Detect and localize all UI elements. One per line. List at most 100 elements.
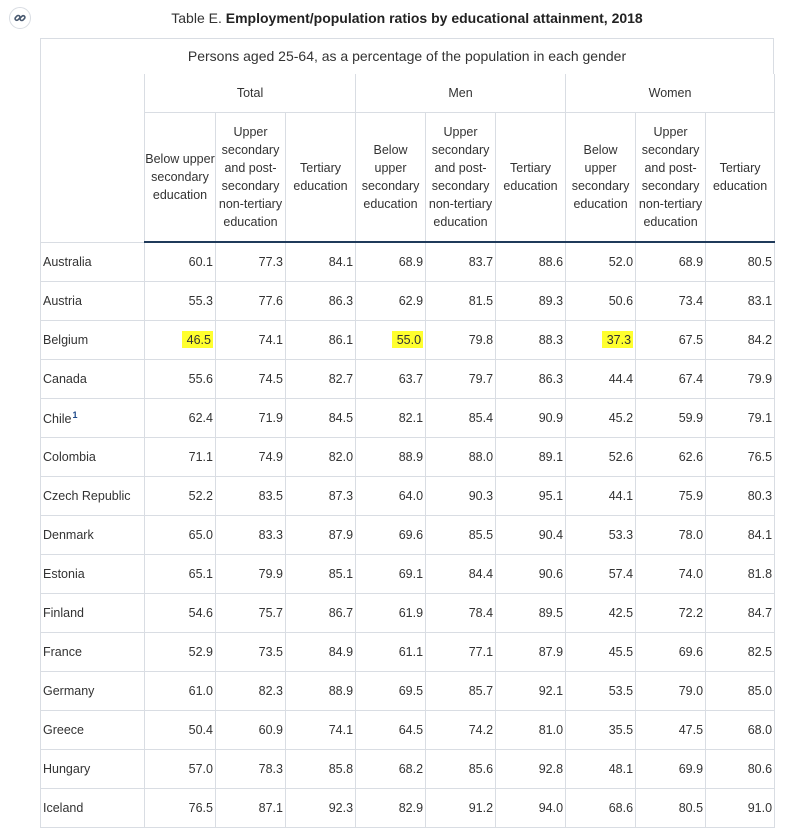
cell-value: 78.0	[678, 528, 704, 542]
subcolumn-header-line: secondary	[221, 179, 280, 193]
subcolumn-header: Below upper secondary education	[565, 112, 636, 243]
value-cell: 69.9	[635, 749, 706, 789]
value-cell: 78.3	[215, 749, 286, 789]
country-name: Chile	[43, 412, 72, 427]
cell-value: 68.9	[398, 255, 424, 269]
value-cell: 52.0	[565, 242, 636, 282]
value-cell: 57.4	[565, 554, 636, 594]
table-row: Canada 55.6 74.5 82.7 63.7 79.7 86.3 44.4 67.4 79…	[40, 359, 776, 399]
cell-value: 63.7	[398, 372, 424, 386]
cell-value: 85.1	[328, 567, 354, 581]
value-cell: 87.3	[284, 476, 356, 516]
subcolumn-header: Upper secondary and post-secondary non-tert…	[425, 112, 496, 243]
value-cell: 69.1	[355, 554, 426, 594]
table-row: Colombia 71.1 74.9 82.0 88.9 88.0 89.1 52.6 62.6…	[40, 437, 776, 477]
country-name: Iceland	[43, 801, 84, 815]
subcolumn-header-line: secondary	[221, 143, 280, 157]
country-cell: Australia	[40, 242, 145, 282]
cell-value: 48.1	[608, 762, 634, 776]
value-cell: 87.9	[495, 632, 566, 672]
subcolumn-header: Upper secondary and post-secondary non-tert…	[635, 112, 706, 243]
value-cell: 85.8	[284, 749, 356, 789]
footnote-link[interactable]: 1	[72, 409, 78, 420]
table-row: Belgium 46.5 74.1 86.1 55.0 79.8 88.3 37.3 67.5 8…	[40, 320, 776, 360]
value-cell: 45.2	[565, 398, 636, 438]
cell-value: 88.9	[328, 684, 354, 698]
cell-value: 87.9	[538, 645, 564, 659]
subcolumn-header: Tertiary education	[495, 112, 566, 243]
subcolumn-header-line: and post-	[644, 161, 697, 175]
cell-value: 64.0	[398, 489, 424, 503]
cell-value: 91.2	[468, 801, 494, 815]
value-cell: 75.7	[215, 593, 286, 633]
cell-value: 89.1	[538, 450, 564, 464]
cell-value: 90.3	[468, 489, 494, 503]
cell-value: 74.9	[258, 450, 283, 464]
value-cell: 37.3	[565, 320, 636, 360]
cell-value: 91.0	[747, 801, 773, 815]
cell-value: 62.9	[398, 294, 424, 308]
cell-value: 62.4	[188, 411, 213, 425]
cell-value: 42.5	[608, 606, 634, 620]
cell-value: 47.5	[678, 723, 704, 737]
value-cell: 84.7	[705, 593, 776, 633]
value-cell: 44.1	[565, 476, 636, 516]
value-cell: 83.3	[215, 515, 286, 555]
subcolumn-header-line: education	[433, 215, 488, 229]
cell-value: 57.0	[188, 762, 213, 776]
table-row: Chile1 62.4 71.9 84.5 82.1 85.4 90.9 45.2 59.9 79…	[40, 398, 776, 438]
value-cell: 65.0	[144, 515, 216, 555]
country-name: Canada	[43, 372, 87, 386]
cell-value: 80.5	[678, 801, 704, 815]
value-cell: 78.4	[425, 593, 496, 633]
value-cell: 48.1	[565, 749, 636, 789]
value-cell: 71.1	[144, 437, 216, 477]
value-cell: 74.9	[215, 437, 286, 477]
subcolumn-header-line: education	[293, 179, 348, 193]
cell-value: 52.0	[608, 255, 634, 269]
value-cell: 76.5	[144, 788, 216, 828]
table-row: Austria 55.3 77.6 86.3 62.9 81.5 89.3 50.6 73.4 8…	[40, 281, 776, 321]
table-subtitle: Persons aged 25-64, as a percentage of t…	[40, 38, 774, 74]
value-cell: 61.9	[355, 593, 426, 633]
value-cell: 80.5	[705, 242, 776, 282]
cell-value: 83.5	[258, 489, 283, 503]
cell-value: 94.0	[538, 801, 564, 815]
country-name: Belgium	[43, 333, 89, 347]
cell-value: 84.9	[328, 645, 354, 659]
value-cell: 62.9	[355, 281, 426, 321]
value-cell: 82.3	[215, 671, 286, 711]
value-cell: 77.6	[215, 281, 286, 321]
country-cell: France	[40, 632, 145, 672]
table-row: France 52.9 73.5 84.9 61.1 77.1 87.9 45.5 69.6 82…	[40, 632, 776, 672]
cell-value: 55.3	[188, 294, 213, 308]
value-cell: 84.1	[705, 515, 776, 555]
cell-value: 79.8	[468, 333, 494, 347]
permalink-button[interactable]	[9, 7, 31, 29]
country-cell: Germany	[40, 671, 145, 711]
cell-value: 65.1	[188, 567, 213, 581]
value-cell: 77.3	[215, 242, 286, 282]
country-cell: Greece	[40, 710, 145, 750]
column-group-header: Total	[143, 74, 356, 113]
country-name: Czech Republic	[43, 489, 131, 503]
cell-value: 87.1	[258, 801, 283, 815]
cell-value: 90.9	[538, 411, 564, 425]
cell-value: 74.5	[258, 372, 283, 386]
value-cell: 86.3	[284, 281, 356, 321]
cell-value: 75.7	[258, 606, 283, 620]
cell-value: 85.8	[328, 762, 354, 776]
table-row: Estonia 65.1 79.9 85.1 69.1 84.4 90.6 57.4 74.0 8…	[40, 554, 776, 594]
value-cell: 89.3	[495, 281, 566, 321]
value-cell: 61.0	[144, 671, 216, 711]
value-cell: 35.5	[565, 710, 636, 750]
cell-value: 73.5	[258, 645, 283, 659]
value-cell: 83.1	[705, 281, 776, 321]
table-title-text: Employment/population ratios by educatio…	[225, 10, 643, 26]
value-cell: 46.5	[144, 320, 216, 360]
cell-value: 83.1	[747, 294, 773, 308]
value-cell: 88.9	[355, 437, 426, 477]
cell-value: 84.1	[747, 528, 773, 542]
value-cell: 89.1	[495, 437, 566, 477]
table-title: Table E. Employment/population ratios by…	[40, 0, 774, 38]
